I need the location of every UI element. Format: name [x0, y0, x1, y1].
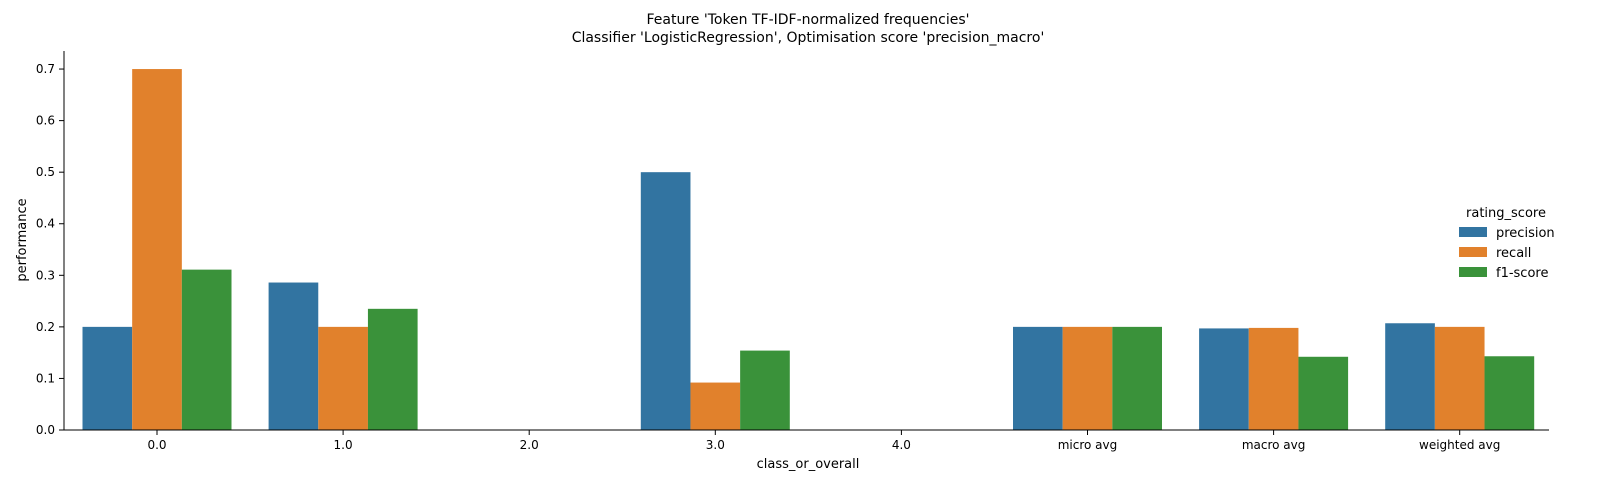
y-tick-label: 0.6 — [36, 114, 55, 128]
y-tick-label: 0.2 — [36, 320, 55, 334]
legend-title: rating_score — [1466, 206, 1546, 221]
bar-f1-score-macro-avg — [1298, 356, 1349, 430]
legend-label-f1-score: f1-score — [1496, 266, 1548, 281]
x-tick-label: 0.0 — [147, 438, 166, 452]
bar-f1-score-0.0 — [181, 269, 232, 430]
bar-f1-score-3.0 — [740, 350, 790, 430]
bar-recall-weighted-avg — [1434, 326, 1485, 430]
x-tick-label: 4.0 — [892, 438, 911, 452]
y-tick-label: 0.5 — [36, 165, 55, 179]
x-tick-label: weighted avg — [1419, 438, 1500, 452]
x-tick-label: 1.0 — [334, 438, 353, 452]
bar-recall-macro-avg — [1248, 327, 1299, 430]
bars-layer — [82, 69, 1535, 431]
x-tick-label: macro avg — [1242, 438, 1306, 452]
x-tick-label: 3.0 — [706, 438, 725, 452]
chart-title: Feature 'Token TF-IDF-normalized frequen… — [647, 12, 970, 28]
legend-items: precision recall f1-score — [1459, 226, 1555, 281]
bar-precision-micro-avg — [1013, 326, 1063, 430]
bar-f1-score-1.0 — [367, 308, 418, 430]
y-tick-label: 0.7 — [36, 62, 55, 76]
legend-swatch-precision — [1459, 227, 1487, 237]
legend: rating_score precision recall f1-score — [1459, 206, 1555, 281]
y-tick-label: 0.1 — [36, 371, 55, 385]
bar-precision-0.0 — [82, 326, 133, 430]
bar-f1-score-micro-avg — [1112, 326, 1162, 430]
y-axis-label: performance — [15, 198, 30, 281]
bar-recall-micro-avg — [1062, 326, 1113, 430]
bar-f1-score-weighted-avg — [1484, 356, 1535, 430]
bar-precision-1.0 — [268, 282, 319, 430]
bar-precision-macro-avg — [1199, 328, 1249, 430]
legend-swatch-recall — [1459, 247, 1487, 257]
y-ticks: 0.0 0.1 0.2 0.3 0.4 0.5 0.6 0.7 — [36, 62, 64, 437]
bar-recall-3.0 — [690, 382, 741, 430]
chart-subtitle: Classifier 'LogisticRegression', Optimis… — [572, 30, 1045, 46]
bar-precision-3.0 — [640, 172, 691, 430]
bar-recall-0.0 — [132, 69, 182, 431]
y-tick-label: 0.3 — [36, 268, 55, 282]
bar-recall-1.0 — [318, 326, 368, 430]
x-tick-label: micro avg — [1058, 438, 1118, 452]
x-axis-label: class_or_overall — [757, 457, 860, 472]
y-tick-label: 0.4 — [36, 217, 55, 231]
legend-label-precision: precision — [1496, 226, 1555, 241]
legend-swatch-f1-score — [1459, 267, 1487, 277]
y-tick-label: 0.0 — [36, 423, 55, 437]
legend-label-recall: recall — [1496, 246, 1531, 261]
bar-precision-weighted-avg — [1385, 323, 1435, 430]
x-ticks: 0.0 1.0 2.0 3.0 4.0 micro avg macro avg weighte… — [147, 430, 1500, 452]
x-tick-label: 2.0 — [520, 438, 539, 452]
